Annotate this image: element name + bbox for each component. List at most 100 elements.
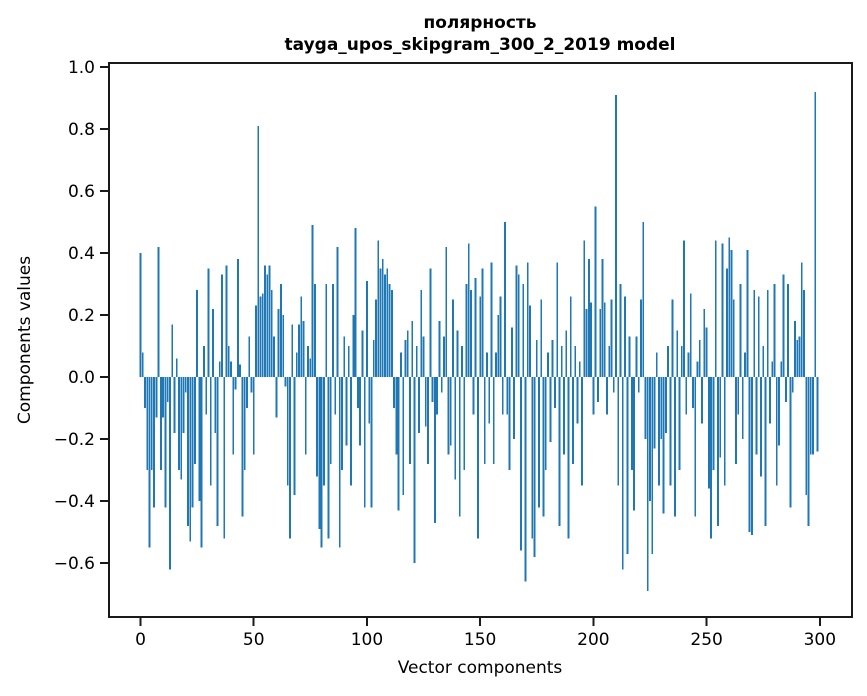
bar bbox=[621, 377, 624, 570]
bar bbox=[578, 361, 581, 378]
bar bbox=[644, 377, 647, 440]
bar bbox=[207, 268, 210, 378]
bar bbox=[488, 377, 491, 424]
bar bbox=[572, 377, 574, 464]
bar bbox=[637, 377, 640, 393]
bar bbox=[784, 377, 787, 402]
bar bbox=[474, 277, 477, 378]
bar bbox=[703, 308, 706, 378]
bar bbox=[166, 377, 169, 402]
bar bbox=[678, 377, 681, 471]
bar bbox=[567, 377, 570, 539]
bar bbox=[381, 259, 384, 378]
bar bbox=[193, 377, 196, 464]
bar bbox=[472, 377, 475, 415]
bar bbox=[710, 377, 713, 539]
x-tick-label: 250 bbox=[690, 630, 722, 650]
bar bbox=[311, 225, 314, 378]
bar bbox=[273, 336, 275, 378]
y-tick-label: 1.0 bbox=[68, 58, 95, 78]
bar bbox=[717, 377, 719, 526]
bar bbox=[189, 377, 192, 542]
bar bbox=[255, 305, 257, 378]
bar bbox=[526, 262, 529, 378]
bar bbox=[209, 377, 212, 486]
bar bbox=[490, 262, 493, 378]
x-tick-label: 150 bbox=[464, 630, 496, 650]
bar bbox=[513, 377, 516, 440]
bar bbox=[352, 315, 355, 378]
bar bbox=[400, 352, 402, 378]
bar bbox=[560, 346, 563, 378]
bar bbox=[159, 377, 162, 471]
bar bbox=[205, 377, 208, 415]
y-tick-label: 0.8 bbox=[68, 120, 95, 140]
bar bbox=[544, 377, 547, 471]
bar bbox=[680, 346, 683, 378]
bar bbox=[723, 377, 726, 486]
bar bbox=[234, 377, 237, 390]
bar bbox=[363, 377, 366, 508]
bar bbox=[221, 274, 223, 378]
bar bbox=[422, 336, 425, 378]
x-tick-label: 50 bbox=[243, 630, 265, 650]
y-tick-label: 0.6 bbox=[68, 182, 95, 202]
bar bbox=[372, 339, 375, 378]
x-tick-label: 200 bbox=[577, 630, 609, 650]
bar bbox=[499, 296, 502, 378]
bar bbox=[275, 377, 278, 418]
bar bbox=[436, 377, 439, 415]
x-tick-label: 0 bbox=[135, 630, 146, 650]
bar bbox=[239, 364, 242, 378]
bar bbox=[707, 377, 710, 489]
bar bbox=[778, 377, 780, 446]
bar bbox=[726, 268, 728, 378]
bar bbox=[415, 346, 418, 378]
bar bbox=[350, 377, 352, 486]
bar bbox=[429, 268, 432, 378]
bar bbox=[807, 377, 810, 526]
bar bbox=[162, 377, 165, 418]
bar bbox=[284, 377, 287, 387]
bar bbox=[458, 377, 461, 517]
bar bbox=[155, 377, 158, 418]
bar bbox=[800, 262, 803, 378]
bar bbox=[612, 377, 615, 393]
bar bbox=[739, 284, 742, 378]
bar bbox=[753, 290, 756, 378]
bar bbox=[798, 336, 801, 378]
bar bbox=[649, 377, 651, 502]
bar bbox=[551, 339, 554, 378]
bar bbox=[660, 377, 663, 440]
bar bbox=[463, 377, 466, 471]
x-axis-label: Vector components bbox=[398, 658, 563, 678]
bar bbox=[748, 377, 751, 533]
bar bbox=[379, 268, 382, 378]
bar bbox=[737, 377, 740, 415]
bar bbox=[599, 308, 602, 378]
bar bbox=[230, 361, 232, 378]
y-tick-label: −0.2 bbox=[54, 430, 95, 450]
bar bbox=[438, 321, 441, 378]
bar bbox=[318, 377, 321, 530]
bar bbox=[216, 377, 219, 526]
bar bbox=[610, 299, 613, 378]
bar bbox=[449, 377, 452, 446]
bar bbox=[585, 308, 588, 378]
bar bbox=[173, 377, 176, 433]
bar bbox=[320, 377, 323, 548]
bar bbox=[780, 361, 783, 378]
bar bbox=[393, 377, 396, 409]
bar bbox=[787, 284, 790, 378]
bar bbox=[775, 377, 778, 486]
bar bbox=[486, 352, 488, 378]
y-tick-label: −0.6 bbox=[54, 554, 95, 574]
bar bbox=[223, 377, 226, 539]
bar bbox=[587, 259, 590, 378]
bar bbox=[624, 296, 626, 378]
bar bbox=[368, 377, 371, 424]
bar bbox=[515, 265, 518, 378]
bar bbox=[300, 296, 303, 378]
bar bbox=[814, 91, 817, 378]
